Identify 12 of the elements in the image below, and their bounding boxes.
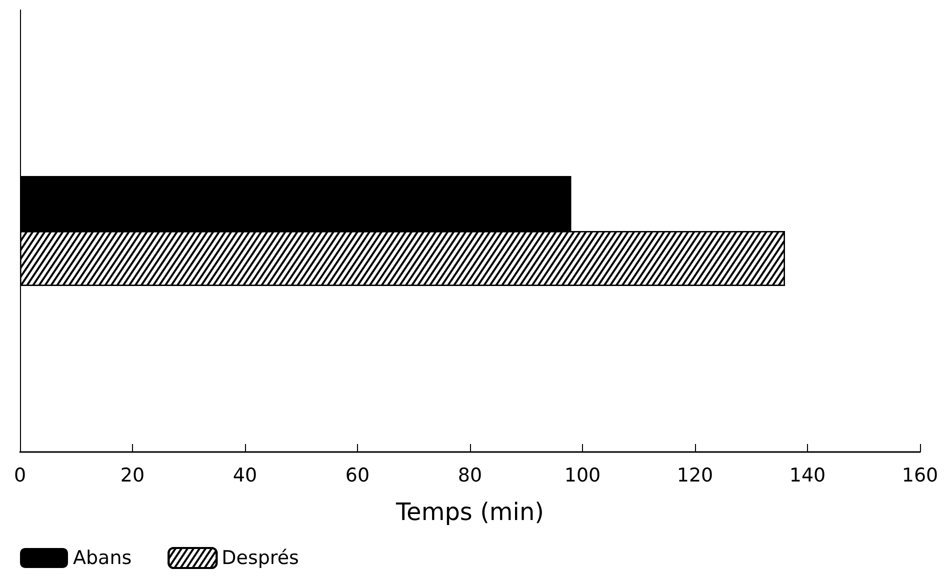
x-tick-label: 140 bbox=[789, 464, 826, 486]
x-axis-title: Temps (min) bbox=[394, 498, 544, 526]
x-tick-label: 100 bbox=[564, 464, 601, 486]
x-tick-label: 160 bbox=[902, 464, 938, 486]
x-tick-label: 80 bbox=[458, 464, 482, 486]
x-tick-label: 120 bbox=[676, 464, 714, 486]
legend-label: Després bbox=[222, 547, 299, 569]
legend-label: Abans bbox=[73, 547, 132, 569]
x-tick-label: 40 bbox=[232, 464, 258, 486]
x-tick-label: 60 bbox=[345, 464, 370, 486]
x-tick-label: 20 bbox=[120, 464, 145, 486]
x-tick-label: 0 bbox=[14, 464, 26, 486]
